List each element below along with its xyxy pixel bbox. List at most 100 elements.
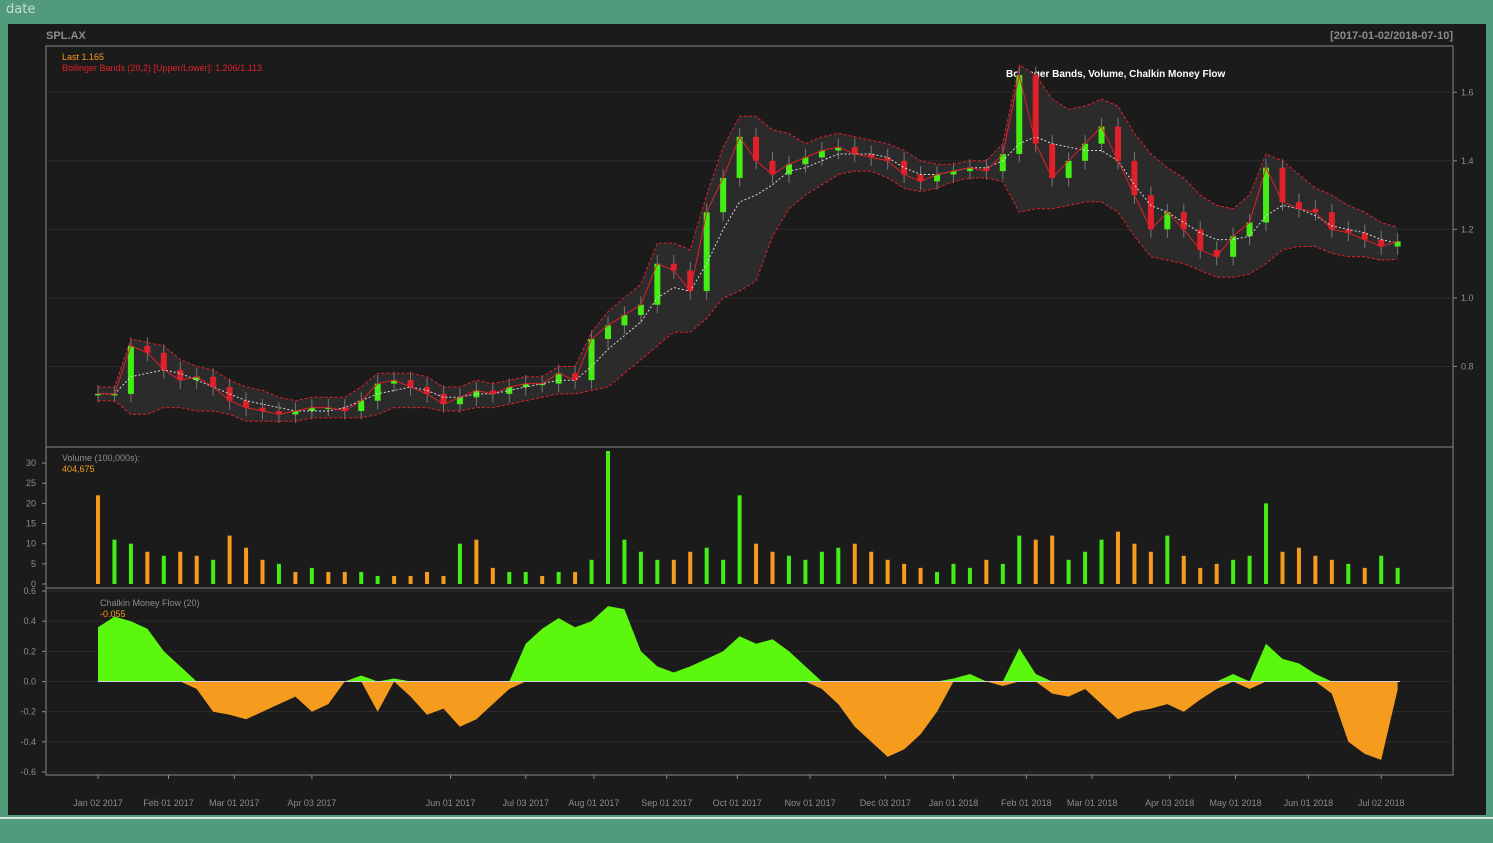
- cmf-tick-label: 0.6: [23, 586, 36, 596]
- candle-body: [1378, 239, 1385, 247]
- volume-bar: [161, 555, 166, 584]
- candle-body: [160, 352, 167, 370]
- candle-body: [1213, 249, 1220, 257]
- volume-bar: [1115, 531, 1120, 584]
- volume-bar: [1083, 551, 1088, 584]
- cmf-tick-label: 0.0: [23, 677, 36, 687]
- volume-axis: 0 5 10 15 20 25 30: [26, 458, 46, 589]
- candle-body: [1032, 75, 1039, 144]
- volume-bar: [1181, 555, 1186, 584]
- volume-bar: [457, 543, 462, 584]
- price-tick-label: 1.0: [1461, 293, 1474, 303]
- candle-body: [539, 383, 546, 386]
- candle-body: [456, 397, 463, 405]
- candle-body: [243, 400, 250, 408]
- volume-bar: [754, 543, 759, 584]
- volume-bar: [244, 547, 249, 584]
- candle-body: [753, 136, 760, 161]
- candle-body: [802, 157, 809, 165]
- candle-body: [522, 383, 529, 388]
- volume-bar: [1296, 547, 1301, 584]
- candle-body: [1082, 143, 1089, 161]
- candle-body: [1312, 208, 1319, 213]
- cmf-tick-label: -0.6: [20, 767, 36, 777]
- cmf-positive-area: [98, 606, 1398, 682]
- candle-body: [127, 345, 134, 394]
- volume-bar: [1099, 539, 1104, 584]
- volume-bar: [474, 539, 479, 584]
- candle-body: [785, 164, 792, 175]
- volume-bar: [786, 555, 791, 584]
- candle-body: [1279, 167, 1286, 202]
- x-tick-label: Apr 03 2018: [1145, 798, 1194, 808]
- volume-bar: [589, 559, 594, 584]
- candle-body: [670, 263, 677, 271]
- x-tick-label: Jul 03 2017: [502, 798, 549, 808]
- x-axis: Jan 02 2017 Feb 01 2017 Mar 01 2017 Apr 03 …: [73, 775, 1404, 808]
- cmf-tick-label: -0.2: [20, 707, 36, 717]
- candle-body: [144, 345, 151, 353]
- volume-bar: [408, 575, 413, 584]
- cmf-area: [98, 606, 1400, 760]
- cmf-label: Chalkin Money Flow (20): [100, 598, 200, 608]
- candle-body: [999, 153, 1006, 172]
- candle-body: [1147, 195, 1154, 230]
- candle-body: [604, 325, 611, 340]
- volume-bar: [935, 571, 940, 584]
- candle-body: [1180, 212, 1187, 230]
- volume-bar: [967, 567, 972, 584]
- volume-tick-label: 0: [31, 579, 36, 589]
- volume-tick-label: 5: [31, 559, 36, 569]
- volume-bar: [326, 571, 331, 584]
- chart-svg: SPL.AX [2017-01-02/2018-07-10] Bollinger…: [20, 30, 1474, 808]
- candle-body: [407, 380, 414, 388]
- volume-bar: [540, 575, 545, 584]
- candle-body: [292, 411, 299, 415]
- candle-body: [868, 153, 875, 158]
- candles: [95, 66, 1401, 424]
- volume-bar: [293, 571, 298, 584]
- candle-body: [1295, 201, 1302, 209]
- candle-body: [210, 376, 217, 388]
- candle-body: [637, 304, 644, 316]
- candle-body: [736, 136, 743, 178]
- candle-body: [308, 407, 315, 412]
- volume-bar: [276, 563, 281, 584]
- x-tick-label: Mar 01 2017: [209, 798, 260, 808]
- cmf-negative-area: [98, 681, 1398, 760]
- volume-bar: [359, 571, 364, 584]
- price-tick-label: 0.8: [1461, 361, 1474, 371]
- x-tick-label: Oct 01 2017: [713, 798, 762, 808]
- volume-bar: [1050, 535, 1055, 584]
- candle-body: [654, 263, 661, 305]
- volume-tick-label: 20: [26, 498, 36, 508]
- candle-body: [769, 160, 776, 175]
- volume-bar: [1395, 567, 1400, 584]
- x-tick-label: May 01 2018: [1209, 798, 1261, 808]
- close-line: [98, 74, 1398, 415]
- candle-body: [374, 383, 381, 401]
- candle-body: [1164, 212, 1171, 230]
- volume-last-value: 404,675: [62, 464, 95, 474]
- volume-bar: [1165, 535, 1170, 584]
- candle-body: [950, 171, 957, 175]
- volume-bar: [1198, 567, 1203, 584]
- candle-body: [473, 390, 480, 398]
- candle-body: [341, 407, 348, 412]
- volume-bar: [671, 559, 676, 584]
- volume-bar: [556, 571, 561, 584]
- volume-bar: [1231, 559, 1236, 584]
- volume-bar: [1033, 539, 1038, 584]
- volume-bar: [425, 571, 430, 584]
- cmf-axis: -0.6 -0.4 -0.2 0.0 0.2 0.4 0.6: [20, 586, 46, 777]
- volume-bar: [194, 555, 199, 584]
- candle-body: [818, 150, 825, 158]
- x-tick-label: Aug 01 2017: [568, 798, 619, 808]
- candle-body: [391, 380, 398, 384]
- volume-bar: [1000, 563, 1005, 584]
- candle-body: [1394, 241, 1401, 247]
- volume-bar: [836, 547, 841, 584]
- candle-body: [275, 411, 282, 415]
- candle-body: [588, 339, 595, 381]
- volume-bar: [309, 567, 314, 584]
